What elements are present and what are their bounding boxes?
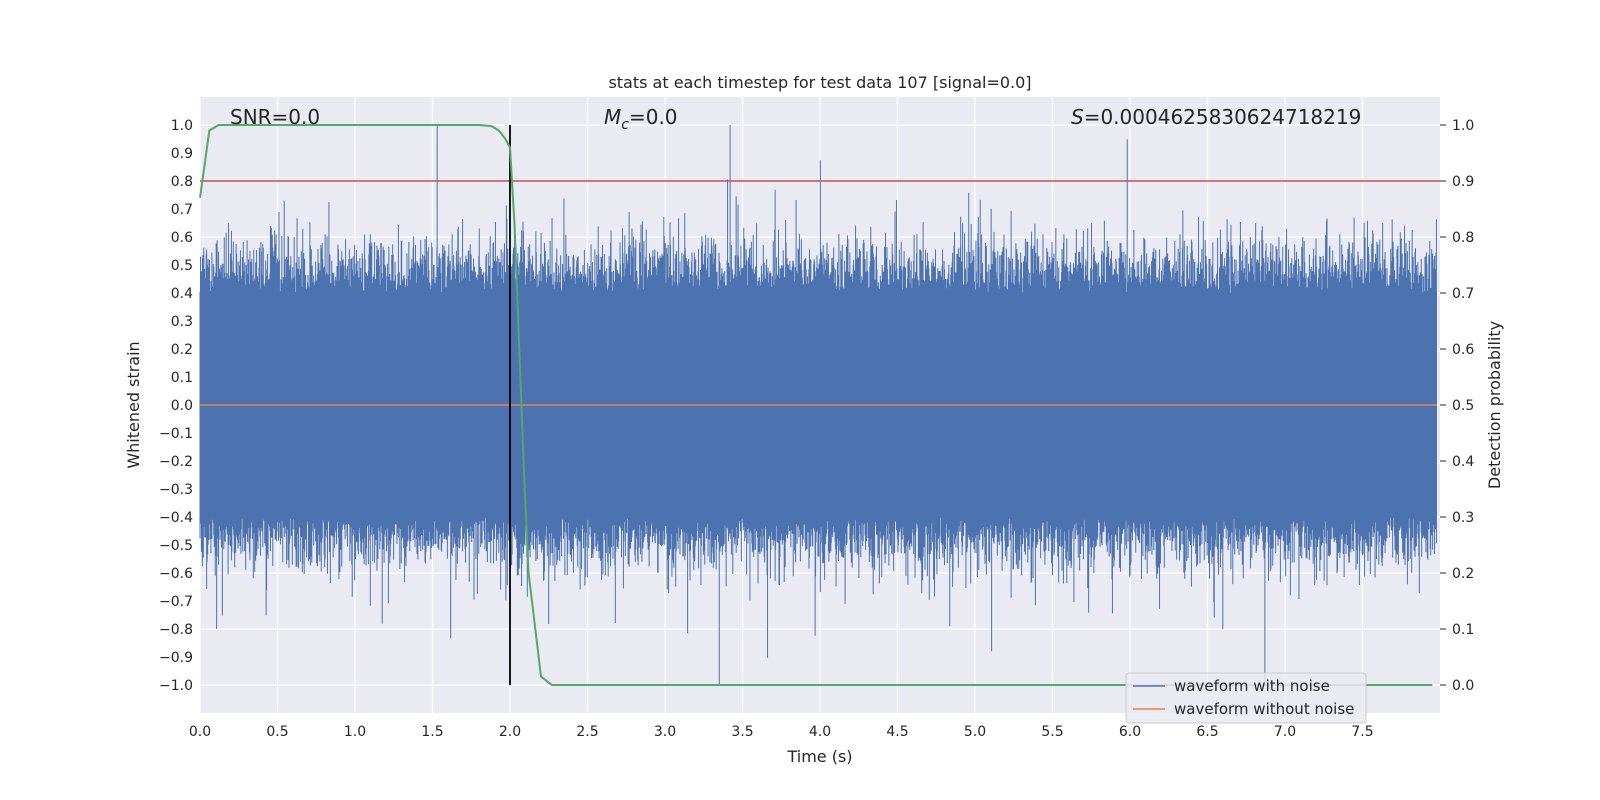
mc-symbol: M	[604, 105, 621, 129]
y-tick-label: −0.8	[159, 622, 193, 638]
y2-tick-label: 0.4	[1452, 454, 1474, 470]
y2-tick-label: 0.9	[1452, 174, 1474, 190]
legend-label-clean: waveform without noise	[1174, 700, 1354, 718]
x-tick-label: 2.5	[576, 724, 598, 740]
x-tick-label: 0.0	[189, 724, 211, 740]
y-axis-ticks: 1.0 0.9 0.8 0.7 0.6 0.5 0.4 0.3 0.2 0.1 0.0 −0.1 −0.…	[159, 118, 193, 694]
snr-annotation: SNR=0.0	[230, 105, 320, 129]
legend-label-noise: waveform with noise	[1174, 677, 1330, 695]
y2-tick-label: 0.0	[1452, 678, 1474, 694]
y-tick-label: 0.1	[171, 370, 193, 386]
y-tick-label: 0.4	[171, 286, 193, 302]
y-tick-label: 0.5	[171, 258, 193, 274]
y-tick-label: 0.8	[171, 174, 193, 190]
y2-tick-label: 0.8	[1452, 230, 1474, 246]
score-annotation: S=0.0004625830624718219	[1071, 105, 1361, 129]
x-tick-label: 3.5	[731, 724, 753, 740]
x-tick-label: 5.5	[1041, 724, 1063, 740]
y-tick-label: 1.0	[171, 118, 193, 134]
y-tick-label: −0.7	[159, 594, 193, 610]
s-value: =0.0004625830624718219	[1084, 105, 1362, 129]
y2-tick-label: 0.2	[1452, 566, 1474, 582]
x-tick-label: 3.0	[654, 724, 676, 740]
x-tick-label: 7.0	[1274, 724, 1296, 740]
x-tick-label: 5.0	[964, 724, 986, 740]
x-tick-label: 2.0	[499, 724, 521, 740]
y2-tick-label: 0.5	[1452, 398, 1474, 414]
x-tick-label: 1.0	[344, 724, 366, 740]
y2-tick-label: 0.7	[1452, 286, 1474, 302]
y-axis-label: Whitened strain	[124, 341, 143, 468]
x-tick-label: 1.5	[421, 724, 443, 740]
x-tick-label: 4.0	[809, 724, 831, 740]
y2-tick-label: 0.3	[1452, 510, 1474, 526]
legend: waveform with noise waveform without noi…	[1125, 672, 1367, 724]
s-symbol: S	[1071, 105, 1084, 129]
overlay-lines	[199, 124, 1440, 686]
y-tick-label: −0.5	[159, 538, 193, 554]
x-axis-label: Time (s)	[786, 747, 852, 766]
y2-tick-label: 0.6	[1452, 342, 1474, 358]
y-tick-label: 0.9	[171, 146, 193, 162]
mc-value: =0.0	[629, 105, 678, 129]
detection-probability-line	[199, 124, 1433, 686]
y-tick-label: 0.7	[171, 202, 193, 218]
x-tick-label: 6.5	[1196, 724, 1218, 740]
x-tick-label: 6.0	[1119, 724, 1141, 740]
y-tick-label: −0.6	[159, 566, 193, 582]
legend-box	[1125, 672, 1367, 724]
y-tick-label: −0.2	[159, 454, 193, 470]
x-axis-ticks: 0.0 0.5 1.0 1.5 2.0 2.5 3.0 3.5 4.0 4.5 5.0 5.5 6.0 6…	[189, 724, 1374, 740]
x-tick-label: 4.5	[886, 724, 908, 740]
y-tick-label: −0.1	[159, 426, 193, 442]
chart-title: stats at each timestep for test data 107…	[608, 73, 1031, 92]
chirp-mass-annotation: Mc=0.0	[604, 105, 678, 133]
y-tick-label: 0.0	[171, 398, 193, 414]
x-tick-label: 0.5	[266, 724, 288, 740]
y2-axis-label: Detection probability	[1485, 321, 1504, 489]
y-tick-label: −0.4	[159, 510, 193, 526]
y2-tick-label: 1.0	[1452, 118, 1474, 134]
y-tick-label: 0.2	[171, 342, 193, 358]
y-tick-label: 0.3	[171, 314, 193, 330]
y2-axis-ticks: 1.0 0.9 0.8 0.7 0.6 0.5 0.4 0.3 0.2 0.1 0.0	[1440, 118, 1474, 694]
mc-subscript: c	[621, 117, 629, 133]
y-tick-label: −0.9	[159, 650, 193, 666]
y-tick-label: 0.6	[171, 230, 193, 246]
x-tick-label: 7.5	[1351, 724, 1373, 740]
y-tick-label: −1.0	[159, 678, 193, 694]
y2-tick-label: 0.1	[1452, 622, 1474, 638]
y-tick-label: −0.3	[159, 482, 193, 498]
